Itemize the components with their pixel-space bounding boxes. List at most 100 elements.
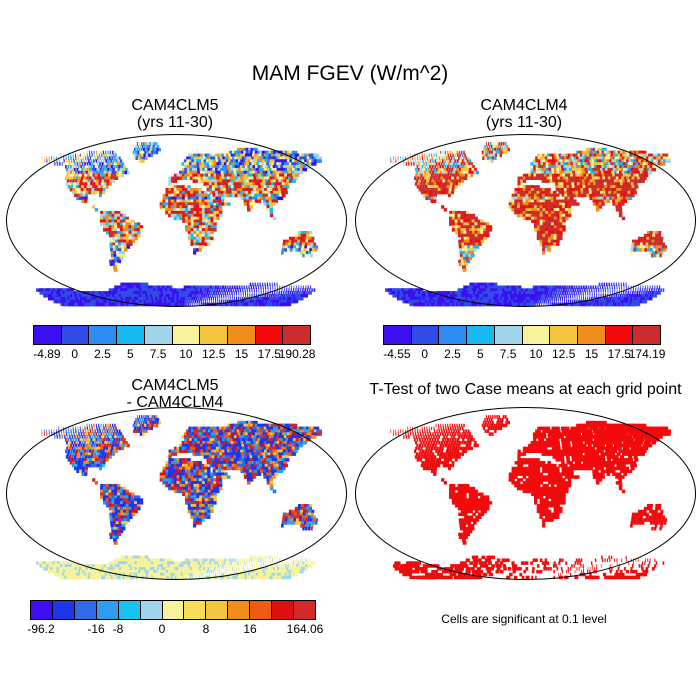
grid-cell xyxy=(136,294,141,298)
grid-cell xyxy=(102,188,106,192)
grid-cell xyxy=(476,170,479,175)
grid-cell xyxy=(539,193,543,198)
grid-cell xyxy=(141,145,144,149)
grid-cell xyxy=(464,153,466,158)
grid-cell xyxy=(248,156,254,160)
grid-cell xyxy=(628,167,633,172)
grid-cell xyxy=(531,213,535,218)
grid-cell xyxy=(635,173,641,178)
grid-cell xyxy=(572,153,577,158)
grid-cell xyxy=(210,236,214,241)
grid-cell xyxy=(117,233,121,238)
grid-cell xyxy=(542,222,546,226)
grid-cell xyxy=(213,216,217,221)
grid-cell xyxy=(630,251,633,255)
grid-cell xyxy=(447,193,451,198)
grid-cell xyxy=(257,196,261,201)
grid-cell xyxy=(632,188,637,192)
grid-cell xyxy=(94,176,97,181)
grid-cell xyxy=(607,176,612,181)
grid-cell xyxy=(92,205,96,209)
grid-cell xyxy=(149,294,154,298)
grid-cell xyxy=(614,285,616,289)
grid-cell xyxy=(515,302,520,307)
grid-cell xyxy=(572,296,574,301)
grid-cell xyxy=(592,202,597,206)
grid-cell xyxy=(467,245,471,249)
grid-cell xyxy=(437,176,441,181)
grid-cell xyxy=(116,156,119,160)
grid-cell xyxy=(566,296,568,301)
grid-cell xyxy=(114,256,118,261)
grid-cell xyxy=(553,190,557,195)
grid-cell xyxy=(570,196,574,201)
grid-cell xyxy=(542,210,546,215)
grid-cell xyxy=(289,296,293,301)
grid-cell xyxy=(294,233,298,238)
grid-cell xyxy=(229,294,231,298)
grid-cell xyxy=(147,147,150,152)
grid-cell xyxy=(188,153,192,158)
grid-cell xyxy=(541,294,544,298)
grid-cell xyxy=(103,165,106,169)
grid-cell xyxy=(511,288,515,292)
grid-cell xyxy=(613,179,618,183)
grid-cell xyxy=(654,239,658,244)
grid-cell xyxy=(572,173,577,178)
grid-cell xyxy=(289,291,292,295)
grid-cell xyxy=(245,291,246,295)
grid-cell xyxy=(543,170,548,175)
grid-cell xyxy=(565,210,569,215)
grid-cell xyxy=(142,282,146,287)
grid-cell xyxy=(586,153,592,158)
grid-cell xyxy=(128,222,132,226)
grid-cell xyxy=(475,239,479,244)
grid-cell xyxy=(551,173,556,178)
grid-cell xyxy=(235,296,238,301)
grid-cell xyxy=(634,296,638,301)
grid-cell xyxy=(661,248,664,252)
grid-cell xyxy=(511,205,515,209)
grid-cell xyxy=(217,156,222,160)
grid-cell xyxy=(203,162,208,166)
grid-cell xyxy=(182,219,186,224)
grid-cell xyxy=(590,285,592,289)
grid-cell xyxy=(89,162,91,166)
colorbar-tick-label: 12.5 xyxy=(202,347,226,361)
grid-cell xyxy=(237,176,242,181)
grid-cell xyxy=(119,162,122,166)
grid-cell xyxy=(76,162,79,166)
grid-cell xyxy=(213,176,218,181)
grid-cell xyxy=(296,291,299,295)
grid-cell xyxy=(536,216,541,221)
grid-cell xyxy=(649,294,653,298)
grid-cell xyxy=(184,225,189,229)
grid-cell xyxy=(211,176,215,181)
grid-cell xyxy=(294,173,300,178)
grid-cell xyxy=(546,170,550,175)
grid-cell xyxy=(219,296,221,301)
grid-cell xyxy=(310,242,314,246)
grid-cell xyxy=(222,182,227,186)
grid-cell xyxy=(548,228,552,232)
grid-cell xyxy=(519,196,524,201)
grid-cell xyxy=(236,188,241,192)
grid-cell xyxy=(120,159,123,163)
grid-cell xyxy=(532,291,535,295)
grid-cell xyxy=(295,285,297,289)
grid-cell xyxy=(176,185,180,189)
grid-cell xyxy=(474,228,479,232)
grid-cell xyxy=(601,296,604,301)
grid-cell xyxy=(281,302,292,307)
grid-cell xyxy=(224,199,228,203)
grid-cell xyxy=(544,179,548,183)
grid-cell xyxy=(600,193,605,198)
grid-cell xyxy=(548,208,552,212)
grid-cell xyxy=(463,222,467,226)
grid-cell xyxy=(613,170,619,175)
grid-cell xyxy=(176,210,180,215)
grid-cell xyxy=(198,239,203,244)
grid-cell xyxy=(567,176,572,181)
grid-cell xyxy=(457,216,461,221)
grid-cell xyxy=(184,188,189,192)
